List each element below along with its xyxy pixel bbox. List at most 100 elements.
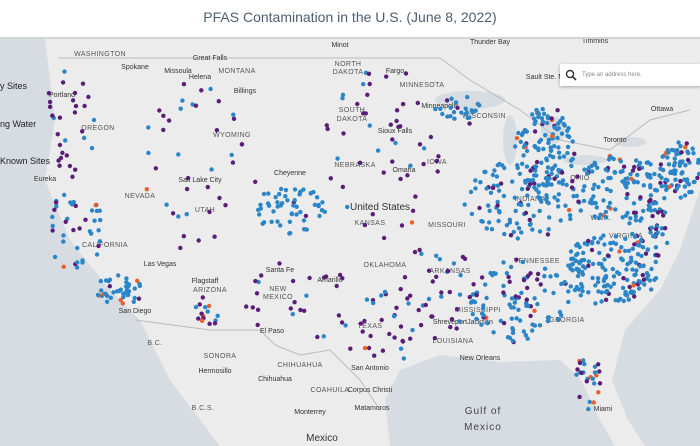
site-marker[interactable] [412,249,418,255]
site-marker[interactable] [253,179,258,184]
site-marker[interactable] [532,185,537,190]
site-marker[interactable] [618,159,623,164]
site-marker[interactable] [322,209,327,214]
site-marker[interactable] [478,180,483,185]
site-marker[interactable] [530,328,535,333]
site-marker[interactable] [596,215,601,221]
site-marker[interactable] [659,226,664,231]
site-marker[interactable] [451,110,457,115]
site-marker[interactable] [572,287,578,293]
site-marker[interactable] [558,218,563,223]
site-marker[interactable] [611,274,617,279]
site-marker[interactable] [410,208,416,213]
site-marker[interactable] [654,252,659,258]
legend-item[interactable]: ng Water [0,119,37,129]
site-marker[interactable] [505,335,511,340]
site-marker[interactable] [579,258,585,263]
site-marker[interactable] [535,271,541,277]
site-marker[interactable] [574,266,579,271]
site-marker[interactable] [633,260,639,265]
site-marker[interactable] [630,168,636,173]
site-marker[interactable] [469,211,475,217]
site-marker[interactable] [498,318,503,324]
site-marker[interactable] [290,278,296,284]
site-marker[interactable] [624,293,630,298]
search-box[interactable]: Type an address here. [560,64,700,86]
site-marker[interactable] [70,174,75,179]
site-marker[interactable] [421,146,427,151]
site-marker[interactable] [562,123,567,128]
site-marker[interactable] [121,291,126,296]
site-marker[interactable] [521,329,527,334]
site-marker[interactable] [532,143,537,149]
site-marker[interactable] [339,320,345,325]
site-marker[interactable] [636,286,642,291]
site-marker[interactable] [509,316,514,321]
site-marker[interactable] [361,82,366,87]
site-marker[interactable] [557,155,562,160]
site-marker[interactable] [341,131,346,136]
site-marker[interactable] [644,160,649,165]
site-marker[interactable] [207,321,212,326]
site-marker[interactable] [283,187,289,193]
site-marker[interactable] [153,166,158,171]
site-marker[interactable] [555,135,560,141]
site-marker[interactable] [556,145,561,150]
site-marker[interactable] [511,305,516,310]
site-marker[interactable] [212,234,217,239]
site-marker[interactable] [565,133,570,138]
site-marker[interactable] [502,231,507,237]
site-marker[interactable] [413,194,418,199]
site-marker[interactable] [682,193,688,198]
site-marker[interactable] [89,231,94,236]
site-marker[interactable] [473,186,478,191]
site-marker[interactable] [181,82,187,87]
site-marker[interactable] [298,189,303,194]
site-marker[interactable] [509,296,515,301]
site-marker[interactable] [519,230,524,235]
site-marker[interactable] [472,299,478,305]
site-marker[interactable] [61,233,66,238]
site-marker[interactable] [516,130,521,136]
site-marker[interactable] [74,265,80,270]
site-marker[interactable] [683,163,688,168]
site-marker[interactable] [381,170,386,175]
site-marker[interactable] [67,163,73,169]
site-marker[interactable] [488,190,494,195]
site-marker[interactable] [479,322,484,327]
site-marker[interactable] [546,201,551,206]
site-marker[interactable] [535,277,540,282]
site-marker[interactable] [50,113,55,118]
site-marker[interactable] [590,169,595,174]
site-marker[interactable] [617,249,622,254]
site-marker[interactable] [546,227,551,232]
site-marker[interactable] [537,229,543,234]
site-marker[interactable] [652,171,657,177]
site-marker[interactable] [641,208,646,214]
site-marker[interactable] [454,307,460,312]
site-marker[interactable] [497,161,502,167]
site-marker[interactable] [136,296,142,301]
site-marker[interactable] [292,300,297,305]
site-marker[interactable] [539,199,544,204]
site-marker[interactable] [448,324,453,330]
site-marker[interactable] [559,131,565,136]
site-marker[interactable] [439,290,444,295]
site-marker[interactable] [510,330,516,336]
site-marker[interactable] [677,163,682,168]
site-marker[interactable] [566,289,571,294]
site-marker[interactable] [199,88,204,93]
site-marker[interactable] [633,214,638,219]
site-marker[interactable] [624,195,629,201]
site-marker[interactable] [560,178,566,183]
site-marker[interactable] [542,266,548,271]
site-marker[interactable] [161,127,166,133]
site-marker[interactable] [658,162,664,167]
site-marker[interactable] [621,298,626,304]
site-marker[interactable] [570,139,575,144]
site-marker[interactable] [575,273,581,279]
site-marker[interactable] [98,217,103,223]
site-marker[interactable] [214,128,220,133]
site-marker[interactable] [278,186,284,192]
site-marker[interactable] [521,277,527,283]
